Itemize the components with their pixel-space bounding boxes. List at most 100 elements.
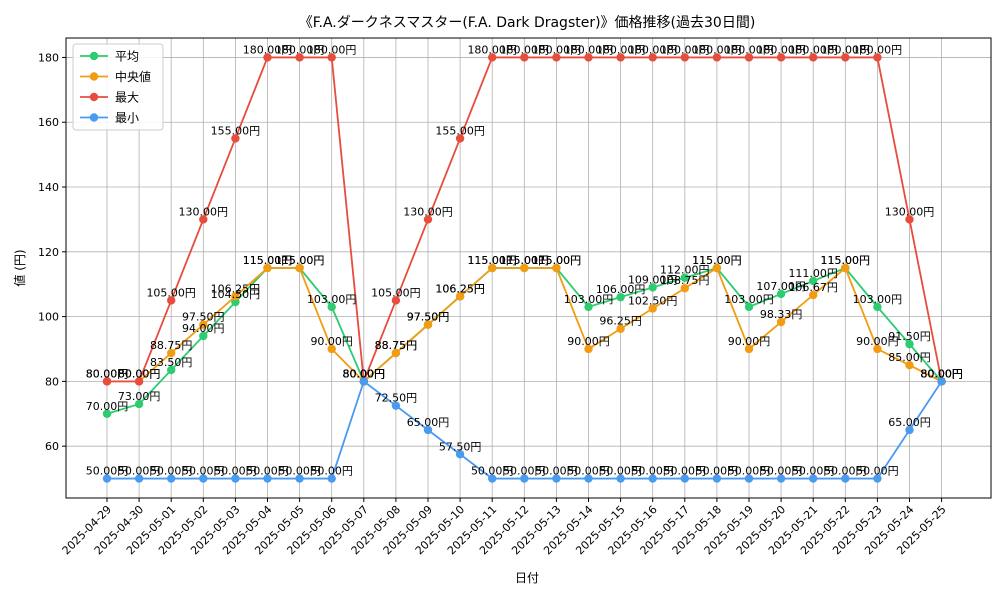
data-point — [584, 53, 593, 62]
y-tick-label: 120 — [38, 246, 59, 259]
data-point — [873, 302, 882, 312]
data-label: 115.00円 — [500, 254, 550, 267]
data-label: 109.00円 — [628, 273, 678, 286]
data-label: 50.00円 — [567, 465, 610, 478]
data-point — [295, 263, 304, 273]
data-label: 115.00円 — [467, 254, 517, 267]
data-point — [167, 296, 176, 305]
data-label: 96.25円 — [599, 315, 642, 328]
data-point — [552, 474, 561, 483]
data-label: 88.75円 — [150, 339, 193, 352]
data-label: 115.00円 — [532, 254, 582, 267]
data-label: 180.00円 — [788, 43, 838, 56]
data-label: 115.00円 — [821, 254, 871, 267]
data-point — [199, 215, 208, 224]
data-point — [102, 377, 112, 386]
data-point — [102, 409, 112, 418]
data-point — [391, 296, 401, 305]
data-point — [359, 377, 368, 386]
data-label: 180.00円 — [596, 43, 646, 56]
data-label: 180.00円 — [275, 43, 325, 56]
data-point — [616, 324, 625, 333]
data-label: 115.00円 — [692, 254, 742, 267]
data-label: 97.50円 — [407, 311, 450, 324]
data-label: 107.00円 — [756, 280, 806, 293]
data-label: 180.00円 — [500, 43, 550, 56]
data-point — [905, 360, 914, 370]
data-point — [584, 302, 593, 312]
data-point — [327, 53, 336, 62]
data-label: 50.00円 — [856, 465, 899, 478]
data-label: 106.25円 — [211, 282, 261, 295]
data-label: 180.00円 — [628, 43, 678, 56]
data-label: 103.00円 — [564, 293, 614, 306]
data-label: 112.00円 — [660, 264, 710, 277]
data-label: 50.00円 — [246, 465, 289, 478]
data-point — [873, 344, 882, 354]
data-label: 104.50円 — [211, 288, 261, 301]
data-label: 80.00円 — [86, 367, 129, 380]
data-point — [841, 263, 850, 273]
data-label: 50.00円 — [696, 465, 739, 478]
data-label: 115.00円 — [275, 254, 325, 267]
data-point — [648, 474, 657, 483]
data-label: 80.00円 — [343, 367, 386, 380]
legend-label: 最小 — [115, 111, 139, 125]
data-label: 105.00円 — [371, 286, 421, 299]
data-label: 103.00円 — [307, 293, 357, 306]
data-point — [809, 53, 818, 62]
data-label: 80.00円 — [343, 367, 386, 380]
data-label: 180.00円 — [532, 43, 582, 56]
data-label: 180.00円 — [692, 43, 742, 56]
legend-label: 最大 — [115, 91, 139, 105]
data-point — [873, 53, 882, 62]
data-point — [552, 263, 561, 273]
data-point — [712, 474, 722, 483]
data-label: 80.00円 — [343, 367, 386, 380]
data-point — [776, 317, 786, 327]
data-label: 180.00円 — [853, 43, 903, 56]
data-label: 91.50円 — [888, 330, 931, 343]
data-point — [295, 53, 304, 62]
data-point — [327, 302, 336, 312]
data-point — [744, 344, 754, 354]
data-point — [423, 215, 433, 224]
data-label: 115.00円 — [500, 254, 550, 267]
data-label: 50.00円 — [471, 465, 514, 478]
data-point — [391, 348, 401, 358]
data-label: 130.00円 — [885, 205, 935, 218]
data-label: 50.00円 — [86, 465, 129, 478]
data-label: 50.00円 — [664, 465, 707, 478]
data-label: 115.00円 — [692, 254, 742, 267]
data-label: 50.00円 — [150, 465, 193, 478]
data-point — [488, 474, 497, 483]
data-point — [327, 474, 336, 483]
legend-marker — [89, 92, 99, 102]
data-point — [263, 53, 272, 62]
data-point — [873, 474, 882, 483]
data-label: 85.00円 — [888, 351, 931, 364]
data-label: 130.00円 — [403, 205, 453, 218]
data-label: 180.00円 — [756, 43, 806, 56]
data-label: 103.00円 — [724, 293, 774, 306]
data-label: 106.67円 — [788, 281, 838, 294]
plot-frame — [65, 37, 992, 499]
data-label: 115.00円 — [467, 254, 517, 267]
legend-marker — [89, 113, 99, 122]
data-label: 115.00円 — [243, 254, 293, 267]
data-label: 106.25円 — [435, 282, 485, 295]
legend-marker — [89, 51, 99, 61]
data-point — [488, 53, 497, 62]
data-label: 88.75円 — [375, 339, 418, 352]
y-tick-label: 100 — [38, 311, 59, 324]
data-label: 180.00円 — [821, 43, 871, 56]
data-point — [809, 474, 818, 483]
data-label: 88.75円 — [375, 339, 418, 352]
y-tick-label: 60 — [45, 440, 59, 453]
y-axis-label: 値 (円) — [12, 249, 27, 286]
data-label: 70.00円 — [86, 400, 129, 413]
data-label: 94.00円 — [182, 322, 225, 335]
data-label: 180.00円 — [724, 43, 774, 56]
data-label: 90.00円 — [567, 335, 610, 348]
